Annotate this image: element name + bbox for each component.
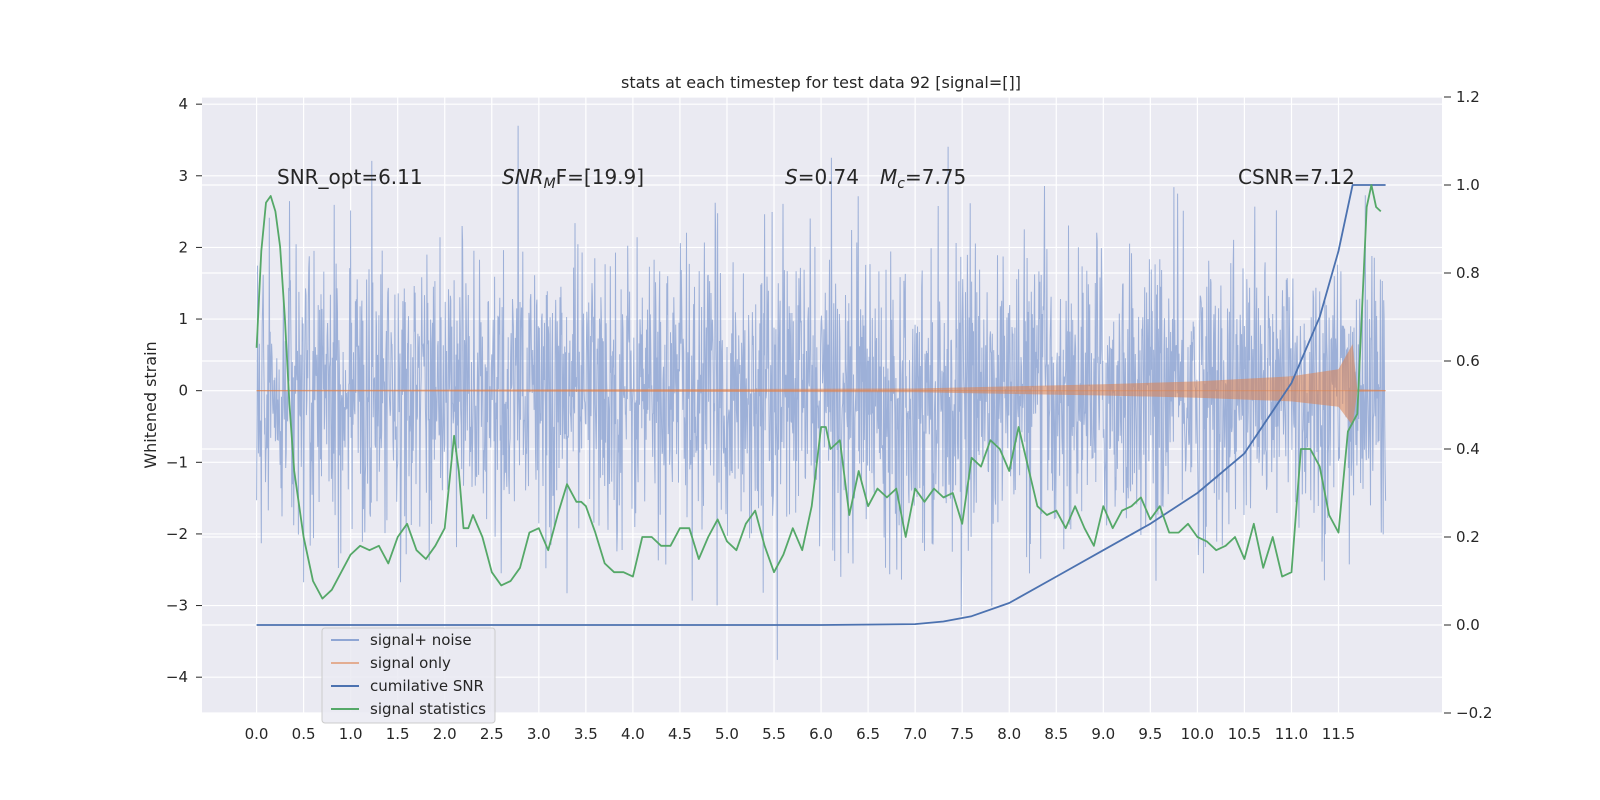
x-tick-label: 5.5 [762, 725, 786, 743]
x-tick-label: 11.0 [1275, 725, 1308, 743]
signal-noise-line [256, 125, 1387, 660]
annotation-snr-mf-rest: F=[19.9] [556, 165, 644, 189]
y-tick-label-right: 0.4 [1456, 440, 1480, 458]
y-tick-label-right: 0.0 [1456, 616, 1480, 634]
x-tick-label: 11.5 [1322, 725, 1355, 743]
x-tick-label: 2.5 [480, 725, 504, 743]
y-tick-label-left: −2 [166, 525, 188, 543]
legend-label-signal-only: signal only [370, 654, 451, 672]
annotation-snr-opt: SNR_opt=6.11 [277, 165, 423, 189]
x-tick-label: 10.0 [1181, 725, 1214, 743]
x-tick-label: 9.0 [1091, 725, 1115, 743]
annotation-s-italic: S [785, 165, 798, 189]
y-tick-label-left: −4 [166, 668, 188, 686]
y-tick-label-right: 1.2 [1456, 88, 1480, 106]
x-tick-label: 7.5 [950, 725, 974, 743]
annotation-csnr: CSNR=7.12 [1238, 165, 1355, 189]
y-tick-label-left: −3 [166, 597, 188, 615]
x-tick-label: 4.0 [621, 725, 645, 743]
y-axis-label: Whitened strain [141, 341, 160, 468]
signal-statistics-line [255, 184, 1382, 600]
x-tick-label: 10.5 [1228, 725, 1261, 743]
x-tick-label: 0.0 [245, 725, 269, 743]
x-tick-label: 3.0 [527, 725, 551, 743]
x-tick-label: 1.0 [339, 725, 363, 743]
annotation-s-rest: =0.74 [798, 165, 859, 189]
x-tick-label: 2.0 [433, 725, 457, 743]
annotation-snr-mf-main: SNR [502, 165, 544, 189]
x-tick-label: 6.0 [809, 725, 833, 743]
x-tick-label: 8.5 [1044, 725, 1068, 743]
annotation-mc-sub: c [897, 176, 905, 192]
legend: signal+ noise signal only cumilative SNR… [321, 627, 496, 724]
x-tick-label: 8.0 [997, 725, 1021, 743]
x-tick-label: 0.5 [292, 725, 316, 743]
x-tick-label: 7.0 [903, 725, 927, 743]
x-tick-label: 3.5 [574, 725, 598, 743]
right-axis-series [255, 184, 1386, 626]
annotation-snr-mf-sub: M [544, 176, 556, 192]
axis-ticks: 0.0 0.5 1.0 1.5 2.0 2.5 3.0 3.5 4.0 4.5 5.0 5.5 6.0 6… [166, 88, 1493, 743]
chart-title: stats at each timestep for test data 92 … [621, 73, 1021, 92]
annotation-mc-rest: =7.75 [905, 165, 966, 189]
y-tick-label-right: 0.2 [1456, 528, 1480, 546]
signal-noise-series [256, 125, 1387, 660]
y-tick-label-left: 3 [178, 167, 188, 185]
y-tick-label-right: 0.6 [1456, 352, 1480, 370]
signal-only-envelope [256, 344, 1386, 426]
annotation-snr-mf: SNRMF=[19.9] [502, 165, 644, 192]
x-tick-label: 4.5 [668, 725, 692, 743]
y-tick-label-left: −1 [166, 453, 188, 471]
y-tick-label-left: 2 [178, 238, 188, 256]
y-tick-label-left: 0 [178, 382, 188, 400]
x-tick-label: 6.5 [856, 725, 880, 743]
annotation-s: S=0.74 [785, 165, 859, 189]
y-tick-label-right: 0.8 [1456, 264, 1480, 282]
signal-only-series [256, 344, 1386, 426]
x-tick-label: 5.0 [715, 725, 739, 743]
annotation-mc: Mc=7.75 [880, 165, 966, 192]
y-tick-label-left: 4 [178, 95, 188, 113]
x-tick-label: 9.5 [1138, 725, 1162, 743]
legend-label-cumulative-snr: cumilative SNR [370, 677, 484, 695]
y-tick-label-right: −0.2 [1456, 704, 1492, 722]
legend-label-signal-noise: signal+ noise [370, 631, 472, 649]
x-tick-label: 1.5 [386, 725, 410, 743]
annotations: SNR_opt=6.11 SNRMF=[19.9] S=0.74 Mc=7.75… [277, 165, 1355, 192]
cumulative-snr-line [256, 184, 1386, 626]
annotation-mc-italic: M [880, 165, 897, 189]
legend-box [321, 627, 496, 724]
y-tick-label-left: 1 [178, 310, 188, 328]
legend-label-signal-statistics: signal statistics [370, 700, 486, 718]
y-tick-label-right: 1.0 [1456, 176, 1480, 194]
